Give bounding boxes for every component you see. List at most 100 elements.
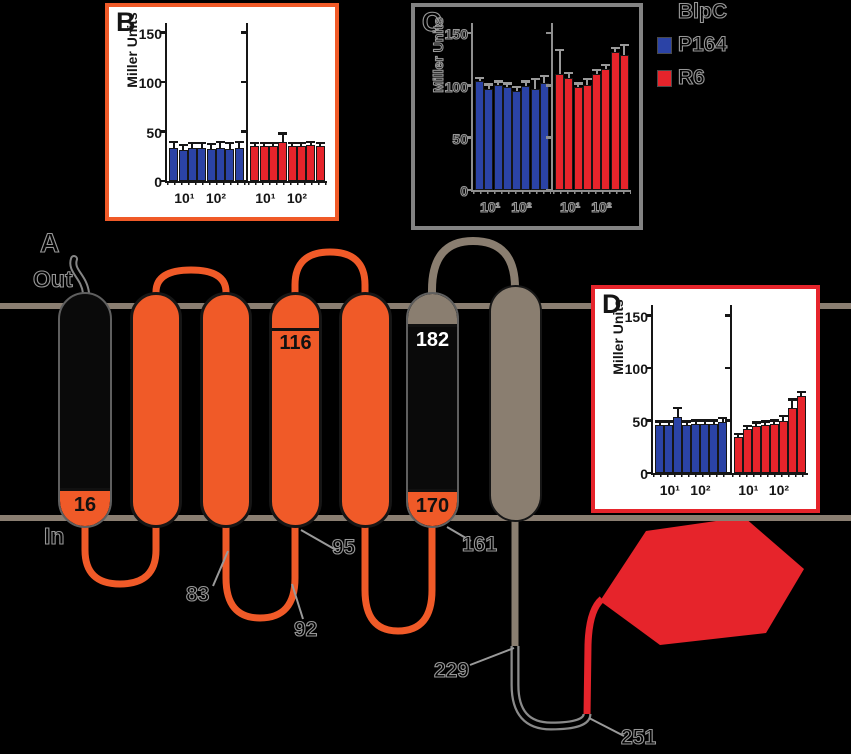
bar-fill: [178, 150, 188, 181]
chart-B-plot-area: 0 50 100 150 10¹ 10² 10¹ 10²: [139, 23, 327, 206]
x-axis-minor-ticks: [731, 473, 808, 477]
bar-fill: [592, 74, 602, 190]
error-bar: [595, 71, 598, 75]
x-axis-minor-ticks: [553, 190, 631, 194]
bar-fill: [700, 423, 710, 473]
x-axis-minor-ticks: [167, 181, 246, 185]
x-axis-minor-ticks: [653, 473, 730, 477]
error-bar-cap: [664, 420, 674, 423]
error-bar-cap: [751, 421, 761, 424]
y-axis-tick: [724, 366, 732, 369]
y-axis-tick: [546, 188, 553, 191]
c-tail-black-halo: [510, 646, 592, 731]
bar-fill: [787, 407, 797, 473]
error-bar-cap: [760, 420, 770, 423]
error-bar-cap: [718, 417, 728, 420]
y-tick-label: 150: [138, 25, 162, 42]
error-bar-cap: [610, 46, 620, 50]
residue-label-170: 170: [415, 495, 450, 517]
error-bar-cap: [259, 142, 269, 145]
bar-fill: [778, 420, 788, 473]
bar-P164-4: [502, 23, 512, 190]
bar-fill: [664, 424, 674, 473]
y-axis-tick: [160, 179, 167, 182]
bar-P164-5: [691, 305, 701, 473]
error-bar-cap: [709, 419, 719, 422]
loop-tm1-tm2: [81, 522, 160, 588]
panel-C-chart: C Miller Units 0 50 100 150 10¹ 10² 10¹ 10²: [411, 3, 643, 230]
bar-fill: [215, 148, 225, 181]
error-bar: [764, 422, 767, 425]
bar-fill: [493, 84, 503, 190]
error-bar: [524, 82, 527, 86]
error-bar: [800, 393, 803, 397]
y-tick-label: 100: [138, 75, 162, 92]
x-tick-label: 10¹: [738, 482, 759, 498]
bar-fill: [278, 141, 288, 181]
y-tick-label: 50: [452, 130, 469, 147]
y-tick-label: 150: [624, 308, 648, 325]
error-bar-cap: [268, 142, 278, 145]
bar-fill: [610, 52, 620, 190]
error-bar-cap: [592, 68, 602, 72]
bar-R6-4: [760, 305, 770, 473]
bar-fill: [530, 88, 540, 190]
error-bar: [534, 80, 537, 89]
y-axis-tick: [241, 31, 248, 34]
chart-D-ylabel: Miller Units: [610, 299, 626, 375]
bars-P164: [169, 23, 244, 181]
error-bar: [694, 421, 697, 424]
error-bar: [685, 422, 688, 425]
bar-fill: [521, 85, 531, 190]
y-tick-label: 50: [146, 124, 162, 141]
chart-B-ylabel: Miller Units: [124, 12, 140, 88]
bar-fill: [709, 423, 719, 473]
bar-P164-3: [673, 305, 683, 473]
bar-P164-3: [493, 23, 503, 190]
bar-R6-5: [769, 305, 779, 473]
bar-R6-4: [278, 23, 288, 181]
bar-fill: [682, 424, 692, 473]
bar-P164-6: [700, 305, 710, 473]
chart-D-plot-area: 0 50 100 150 10¹ 10² 10¹ 10²: [625, 305, 808, 498]
error-bar-cap: [250, 142, 260, 145]
error-bar-cap: [564, 71, 574, 75]
bar-fill: [250, 146, 260, 181]
bar-P164-7: [709, 305, 719, 473]
legend-item-r6: R6: [657, 65, 727, 90]
pointer-line-229: [469, 647, 515, 666]
y-axis-tick: [646, 471, 653, 474]
x-tick-label: 10²: [205, 190, 227, 206]
bar-P164-6: [215, 23, 225, 181]
x-tick-label: 10²: [511, 198, 532, 215]
chart-D-panel-label: D: [602, 289, 622, 319]
error-bar-cap: [555, 49, 565, 52]
bar-R6-7: [787, 305, 797, 473]
error-bar: [309, 143, 312, 146]
error-bar-cap: [234, 141, 244, 144]
bar-R6-3: [751, 305, 761, 473]
bar-fill: [234, 148, 244, 181]
residue-label-92: 92: [293, 617, 318, 641]
panel-D-chart: D Miller Units 0 50 100 150 10¹ 10² 10¹ 10²: [591, 285, 820, 513]
error-bar-cap: [169, 141, 179, 144]
bar-R6-6: [296, 23, 306, 181]
error-bar: [478, 79, 481, 82]
helix-tm7: [489, 285, 542, 522]
bar-fill: [296, 146, 306, 181]
bar-P164-3: [187, 23, 197, 181]
residue-label-116: 116: [279, 332, 312, 354]
chart-C-ylabel: Miller Units: [429, 16, 446, 93]
bar-R6-2: [742, 305, 752, 473]
bar-P164-7: [225, 23, 235, 181]
error-bar-cap: [278, 132, 288, 135]
x-tick-label: 10¹: [174, 190, 195, 206]
helix-tm5: [339, 292, 392, 528]
error-bar: [272, 144, 275, 147]
error-bar: [543, 77, 546, 83]
bar-P164-4: [197, 23, 207, 181]
error-bar: [577, 84, 580, 87]
error-bar-cap: [178, 144, 188, 147]
